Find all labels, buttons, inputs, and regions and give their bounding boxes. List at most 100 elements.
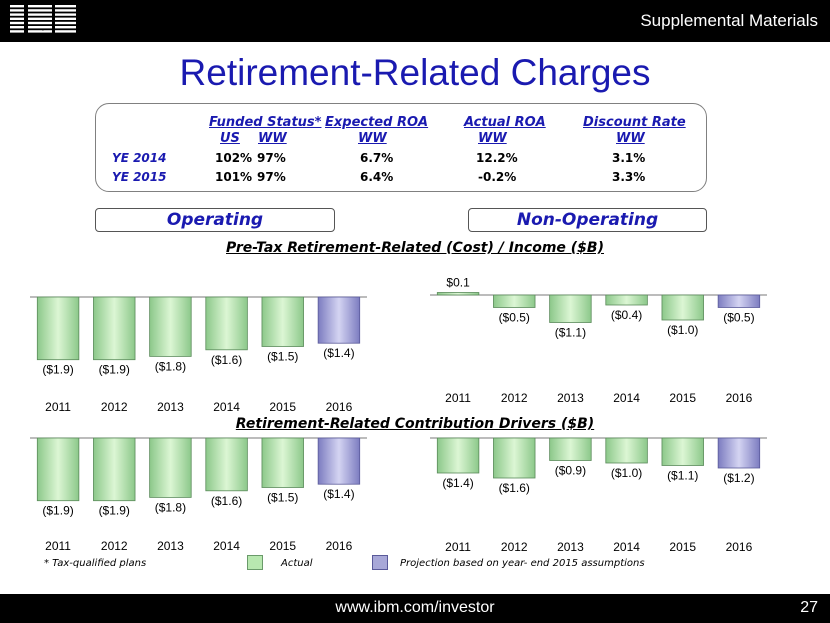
cell-us-2014: 102% — [215, 151, 253, 165]
chart-4-category-2016: 2016 — [726, 540, 753, 554]
chart-2-value-label-2013: ($1.1) — [555, 326, 586, 340]
funded-status-header: Funded Status* — [209, 115, 322, 130]
operating-label: Operating — [95, 208, 335, 232]
chart-2-bar-2015 — [661, 294, 704, 321]
cell-actual-2014: 12.2% — [476, 151, 518, 165]
actual-roa-header: Actual ROA — [464, 115, 546, 130]
chart-3-category-2011: 2011 — [45, 539, 71, 553]
chart-2-category-2016: 2016 — [726, 391, 753, 405]
chart-3-category-2015: 2015 — [269, 539, 296, 553]
ww-subheader-actual: WW — [478, 131, 507, 146]
chart-4-category-2015: 2015 — [669, 540, 696, 554]
chart-1-value-label-2015: ($1.5) — [267, 350, 298, 364]
chart-1-value-label-2012: ($1.9) — [99, 363, 130, 377]
bottom-bar — [0, 594, 830, 623]
chart-4-value-label-2014: ($1.0) — [611, 466, 642, 480]
legend-projection-swatch — [372, 555, 388, 570]
chart2-title: Retirement-Related Contribution Drivers … — [235, 416, 595, 432]
chart-3-category-2013: 2013 — [157, 539, 184, 553]
chart-2-bar-2012 — [493, 294, 536, 308]
chart-4-value-label-2015: ($1.1) — [667, 469, 698, 483]
chart-4-value-label-2013: ($0.9) — [555, 464, 586, 478]
expected-roa-header: Expected ROA — [325, 115, 429, 130]
chart-3-bar-2011 — [36, 437, 80, 502]
chart-2-category-2013: 2013 — [557, 391, 584, 405]
cell-expected-2014: 6.7% — [360, 151, 394, 165]
ww-subheader-funded: WW — [258, 131, 287, 146]
cell-us-2015: 101% — [215, 170, 253, 184]
chart-2-value-label-2015: ($1.0) — [667, 323, 698, 337]
ww-subheader-expected: WW — [358, 131, 387, 146]
legend-projection-label: Projection based on year- end 2015 assum… — [400, 558, 645, 569]
chart-4-bar-2014 — [605, 437, 648, 464]
chart-1-category-2013: 2013 — [157, 400, 184, 414]
section-label: Supplemental Materials — [640, 11, 818, 30]
chart-3-value-label-2015: ($1.5) — [267, 491, 298, 505]
chart-1-bar-2013 — [149, 296, 192, 357]
chart-4-category-2011: 2011 — [445, 540, 471, 554]
chart-3-value-label-2014: ($1.6) — [211, 494, 242, 508]
chart-2-bar-2013 — [549, 294, 592, 323]
chart-3-bar-2015 — [261, 437, 304, 488]
chart-3-value-label-2011: ($1.9) — [42, 504, 73, 518]
chart-1-value-label-2016: ($1.4) — [323, 346, 354, 360]
chart-1-bar-2014 — [205, 296, 248, 351]
cell-discount-2014: 3.1% — [612, 151, 646, 165]
chart-3-bar-2013 — [149, 437, 192, 498]
page-number: 27 — [800, 599, 818, 616]
cell-ww-2015: 97% — [257, 170, 286, 184]
chart-2-value-label-2016: ($0.5) — [723, 311, 754, 325]
chart-1-value-label-2014: ($1.6) — [211, 353, 242, 367]
cell-discount-2015: 3.3% — [612, 170, 646, 184]
chart-4-bar-2011 — [436, 437, 480, 474]
footer-url[interactable]: www.ibm.com/investor — [335, 599, 495, 616]
chart-3-value-label-2012: ($1.9) — [99, 504, 130, 518]
chart-3-value-label-2013: ($1.8) — [155, 500, 186, 514]
chart-2-category-2012: 2012 — [501, 391, 528, 405]
cell-ww-2014: 97% — [257, 151, 286, 165]
chart-1-category-2015: 2015 — [269, 400, 296, 414]
chart-1-category-2011: 2011 — [45, 400, 71, 414]
chart-2-category-2011: 2011 — [445, 391, 471, 405]
chart-1-bar-2016 — [317, 296, 361, 344]
chart-1-value-label-2011: ($1.9) — [42, 363, 73, 377]
chart-4-bar-2013 — [549, 437, 592, 461]
chart-3-bar-2016 — [317, 437, 361, 485]
chart-1-category-2012: 2012 — [101, 400, 128, 414]
chart-2-category-2014: 2014 — [613, 391, 640, 405]
chart-4-bar-2015 — [661, 437, 704, 466]
chart-4-value-label-2016: ($1.2) — [723, 471, 754, 485]
page-title: Retirement-Related Charges — [179, 52, 651, 93]
ibm-logo: IBM — [10, 4, 76, 36]
row-label-ye2015: YE 2015 — [112, 170, 167, 184]
chart-3-category-2016: 2016 — [326, 539, 353, 553]
row-label-ye2014: YE 2014 — [112, 151, 167, 165]
chart-2-bar-2014 — [605, 294, 648, 306]
chart-4-category-2013: 2013 — [557, 540, 584, 554]
chart-2-value-label-2012: ($0.5) — [499, 311, 530, 325]
assumptions-panel — [95, 103, 707, 192]
chart-2-value-label-2011: $0.1 — [446, 276, 470, 290]
chart-2-value-label-2014: ($0.4) — [611, 308, 642, 322]
chart-4-value-label-2011: ($1.4) — [442, 476, 473, 490]
legend-actual-swatch — [247, 555, 263, 570]
chart-3-bar-2014 — [205, 437, 248, 492]
chart-1-bar-2015 — [261, 296, 304, 347]
chart-3-bar-2012 — [93, 437, 136, 502]
discount-rate-header: Discount Rate — [583, 115, 686, 130]
chart-1-category-2016: 2016 — [326, 400, 353, 414]
chart-3-category-2014: 2014 — [213, 539, 240, 553]
footnote: * Tax-qualified plans — [44, 558, 147, 569]
top-bar: IBM Supplemental Materials — [0, 0, 830, 42]
chart-1-category-2014: 2014 — [213, 400, 240, 414]
chart-4-bar-2016 — [717, 437, 761, 469]
chart-2-category-2015: 2015 — [669, 391, 696, 405]
ww-subheader-discount: WW — [616, 131, 645, 146]
chart-3-value-label-2016: ($1.4) — [323, 487, 354, 501]
non-operating-label: Non-Operating — [468, 208, 707, 232]
chart-2-bar-2011 — [436, 292, 480, 296]
legend-actual-label: Actual — [281, 558, 313, 569]
us-subheader: US — [220, 131, 240, 146]
chart-1-bar-2012 — [93, 296, 136, 361]
